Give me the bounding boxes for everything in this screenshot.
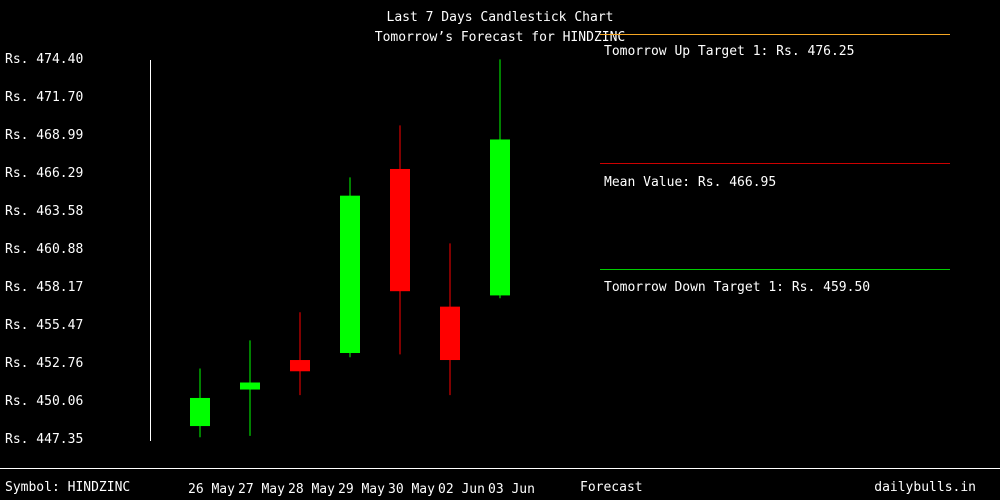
y-tick-label: Rs. 474.40: [5, 52, 83, 67]
brand-label: dailybulls.in: [874, 480, 976, 495]
y-tick-label: Rs. 455.47: [5, 318, 83, 333]
x-tick-label: 03 Jun: [488, 482, 535, 497]
x-tick-label: 26 May: [188, 482, 235, 497]
y-tick-label: Rs. 458.17: [5, 280, 83, 295]
y-tick-label: Rs. 452.76: [5, 356, 83, 371]
y-tick-label: Rs. 447.35: [5, 432, 83, 447]
candle-body: [290, 360, 310, 372]
candle-body: [240, 382, 260, 390]
candle-body: [490, 139, 510, 296]
y-tick-label: Rs. 468.99: [5, 128, 83, 143]
x-tick-label: 02 Jun: [438, 482, 485, 497]
candle-body: [390, 168, 410, 292]
down-target-label: Tomorrow Down Target 1: Rs. 459.50: [604, 280, 871, 295]
chart-subtitle: Tomorrow’s Forecast for HINDZINC: [374, 30, 626, 45]
mean-value-label: Mean Value: Rs. 466.95: [604, 175, 777, 190]
chart-title: Last 7 Days Candlestick Chart: [386, 10, 614, 25]
symbol-label: Symbol: HINDZINC: [5, 480, 131, 495]
y-tick-label: Rs. 460.88: [5, 242, 83, 257]
x-tick-label: 27 May: [238, 482, 285, 497]
candle-body: [190, 397, 210, 427]
candle-body: [340, 195, 360, 354]
y-tick-label: Rs. 463.58: [5, 204, 83, 219]
x-tick-label: 30 May: [388, 482, 435, 497]
x-tick-label: 29 May: [338, 482, 385, 497]
y-tick-label: Rs. 471.70: [5, 90, 83, 105]
y-tick-label: Rs. 450.06: [5, 394, 83, 409]
forecast-label: Forecast: [580, 480, 643, 495]
y-tick-label: Rs. 466.29: [5, 166, 83, 181]
x-tick-label: 28 May: [288, 482, 335, 497]
up-target-label: Tomorrow Up Target 1: Rs. 476.25: [604, 44, 855, 59]
candle-body: [440, 306, 460, 361]
